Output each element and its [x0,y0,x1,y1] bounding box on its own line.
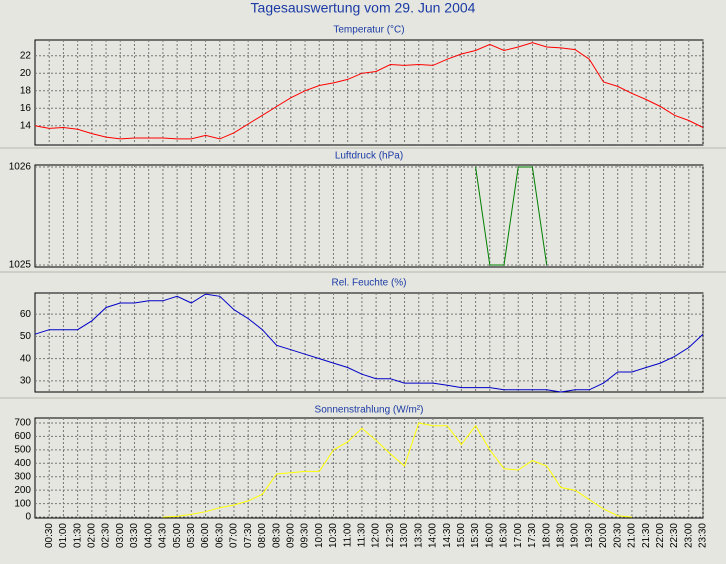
y-tick-label: 1025 [9,260,32,271]
x-tick-label: 08:30 [271,523,282,548]
x-tick-label: 20:00 [598,523,609,548]
x-tick-label: 03:30 [129,523,140,548]
x-tick-label: 17:00 [513,523,524,548]
y-tick-label: 30 [20,376,32,387]
x-tick-label: 06:00 [200,523,211,548]
y-tick-label: 500 [14,444,31,455]
x-tick-label: 02:30 [101,523,112,548]
x-tick-label: 22:00 [655,523,666,548]
x-tick-label: 21:00 [627,523,638,548]
y-tick-label: 600 [14,431,31,442]
data-line [34,42,704,140]
x-tick-label: 18:30 [556,523,567,548]
x-tick-label: 05:00 [172,523,183,548]
panel-title: Temperatur (°C) [333,25,404,36]
x-tick-label: 02:00 [86,523,97,548]
x-tick-label: 09:00 [285,523,296,548]
panel-title: Rel. Feuchte (%) [331,278,406,289]
x-tick-label: 20:30 [612,523,623,548]
x-tick-label: 13:00 [399,523,410,548]
y-tick-label: 100 [14,498,31,509]
y-tick-label: 200 [14,485,31,496]
data-line [162,422,632,518]
x-tick-label: 01:30 [72,523,83,548]
y-tick-label: 60 [20,309,32,320]
x-tick-label: 22:30 [669,523,680,548]
x-tick-label: 23:30 [698,523,709,548]
x-tick-label: 05:30 [186,523,197,548]
x-tick-label: 17:30 [527,523,538,548]
x-tick-label: 09:30 [300,523,311,548]
x-tick-label: 12:30 [385,523,396,548]
x-tick-label: 19:00 [570,523,581,548]
x-tick-label: 03:00 [115,523,126,548]
x-tick-label: 16:00 [484,523,495,548]
x-tick-label: 07:30 [243,523,254,548]
data-line [475,166,548,266]
y-tick-label: 20 [20,68,32,79]
x-tick-label: 16:30 [499,523,510,548]
x-tick-label: 12:00 [371,523,382,548]
page-title: Tagesauswertung vom 29. Jun 2004 [251,0,476,16]
y-tick-label: 400 [14,458,31,469]
x-tick-label: 14:00 [428,523,439,548]
x-tick-label: 18:00 [541,523,552,548]
y-tick-label: 18 [20,85,32,96]
y-tick-label: 22 [20,50,32,61]
x-tick-label: 10:00 [314,523,325,548]
x-tick-label: 14:30 [442,523,453,548]
x-tick-label: 07:00 [229,523,240,548]
y-tick-label: 14 [20,120,32,131]
x-tick-label: 04:00 [143,523,154,548]
y-tick-label: 40 [20,353,32,364]
x-tick-label: 15:30 [470,523,481,548]
y-tick-label: 16 [20,103,32,114]
data-line [34,293,704,393]
plot-area [34,292,704,393]
y-tick-label: 50 [20,331,32,342]
x-tick-label: 23:00 [683,523,694,548]
x-tick-label: 11:30 [357,523,368,548]
x-tick-label: 11:00 [342,523,353,548]
x-tick-label: 10:30 [328,523,339,548]
x-tick-label: 21:30 [641,523,652,548]
y-tick-label: 300 [14,471,31,482]
panel-title: Sonnenstrahlung (W/m²) [315,405,424,416]
x-tick-label: 04:30 [158,523,169,548]
y-tick-label: 0 [25,512,31,523]
x-tick-label: 19:30 [584,523,595,548]
panel-title: Luftdruck (hPa) [335,151,403,162]
x-tick-label: 01:00 [58,523,69,548]
x-tick-label: 15:00 [456,523,467,548]
y-tick-label: 1026 [9,162,32,173]
y-tick-label: 700 [14,418,31,429]
x-tick-label: 06:30 [214,523,225,548]
x-tick-label: 00:30 [44,523,55,548]
plot-area [34,164,704,268]
x-tick-label: 13:30 [413,523,424,548]
plot-area [34,417,704,519]
x-tick-label: 08:00 [257,523,268,548]
